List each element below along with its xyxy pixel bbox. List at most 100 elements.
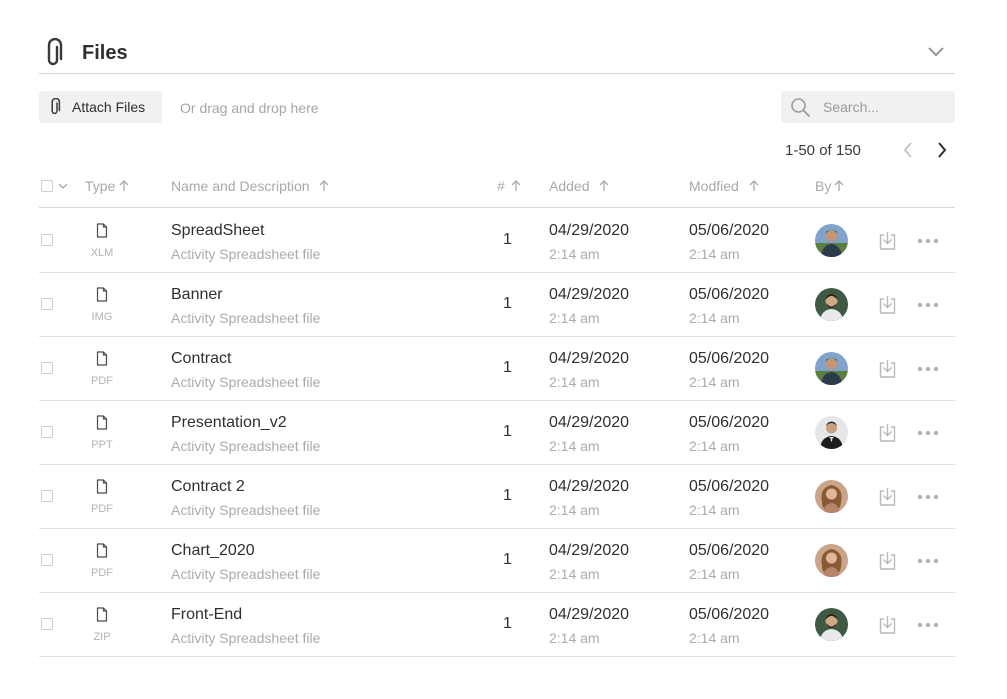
table-row[interactable]: ZIP Front-End Activity Spreadsheet file … (39, 593, 955, 657)
added-date: 04/29/2020 (549, 286, 630, 303)
avatar[interactable] (815, 352, 848, 385)
avatar[interactable] (815, 288, 848, 321)
sort-arrow-up-icon (319, 180, 328, 191)
file-count: 1 (503, 551, 512, 568)
more-horizontal-icon[interactable] (917, 365, 939, 373)
file-count: 1 (503, 295, 512, 312)
sort-arrow-up-icon (834, 180, 844, 191)
more-horizontal-icon[interactable] (917, 493, 939, 501)
file-description: Activity Spreadsheet file (171, 310, 321, 326)
row-checkbox[interactable] (41, 618, 53, 630)
file-name[interactable]: Banner (171, 286, 223, 303)
modified-date: 05/06/2020 (689, 286, 770, 303)
file-description: Activity Spreadsheet file (171, 246, 321, 262)
row-checkbox[interactable] (41, 234, 53, 246)
chevron-left-icon[interactable] (902, 141, 914, 159)
file-icon (96, 287, 108, 302)
more-horizontal-icon[interactable] (917, 621, 939, 629)
download-icon[interactable] (878, 359, 897, 379)
table-row[interactable]: IMG Banner Activity Spreadsheet file 1 0… (39, 273, 955, 337)
added-date: 04/29/2020 (549, 222, 630, 239)
added-time: 2:14 am (549, 310, 600, 326)
table-header: Type Name and Description # Added Modfie… (39, 174, 955, 208)
avatar[interactable] (815, 224, 848, 257)
row-checkbox[interactable] (41, 554, 53, 566)
row-checkbox[interactable] (41, 426, 53, 438)
modified-time: 2:14 am (689, 566, 740, 582)
modified-time: 2:14 am (689, 630, 740, 646)
column-type[interactable]: Type (85, 178, 129, 194)
modified-time: 2:14 am (689, 438, 740, 454)
file-count: 1 (503, 423, 512, 440)
column-by[interactable]: By (815, 178, 844, 194)
added-time: 2:14 am (549, 246, 600, 262)
drag-drop-hint: Or drag and drop here (180, 100, 319, 116)
table-row[interactable]: PDF Contract 2 Activity Spreadsheet file… (39, 465, 955, 529)
table-row[interactable]: PPT Presentation_v2 Activity Spreadsheet… (39, 401, 955, 465)
avatar[interactable] (815, 480, 848, 513)
more-horizontal-icon[interactable] (917, 557, 939, 565)
file-name[interactable]: Contract 2 (171, 478, 245, 495)
column-type-label: Type (85, 178, 116, 194)
row-checkbox[interactable] (41, 298, 53, 310)
file-name[interactable]: Presentation_v2 (171, 414, 287, 431)
added-time: 2:14 am (549, 502, 600, 518)
file-description: Activity Spreadsheet file (171, 374, 321, 390)
download-icon[interactable] (878, 551, 897, 571)
modified-date: 05/06/2020 (689, 414, 770, 431)
search-input[interactable] (823, 98, 947, 116)
avatar[interactable] (815, 608, 848, 641)
row-checkbox[interactable] (41, 362, 53, 374)
toolbar: Attach Files Or drag and drop here (39, 91, 955, 123)
more-horizontal-icon[interactable] (917, 429, 939, 437)
added-date: 04/29/2020 (549, 414, 630, 431)
table-row[interactable]: PDF Contract Activity Spreadsheet file 1… (39, 337, 955, 401)
attach-files-button[interactable]: Attach Files (39, 91, 162, 123)
added-date: 04/29/2020 (549, 542, 630, 559)
file-name[interactable]: Front-End (171, 606, 243, 623)
file-type: IMG (91, 311, 113, 323)
chevron-right-icon[interactable] (936, 141, 948, 159)
select-all-checkbox[interactable] (41, 180, 53, 192)
modified-date: 05/06/2020 (689, 606, 770, 623)
column-count[interactable]: # (497, 178, 521, 194)
file-description: Activity Spreadsheet file (171, 438, 321, 454)
avatar[interactable] (815, 544, 848, 577)
avatar[interactable] (815, 416, 848, 449)
more-horizontal-icon[interactable] (917, 301, 939, 309)
download-icon[interactable] (878, 615, 897, 635)
column-modified-label: Modfied (689, 178, 739, 194)
chevron-down-icon[interactable] (927, 44, 945, 58)
column-added[interactable]: Added (549, 178, 609, 194)
modified-time: 2:14 am (689, 246, 740, 262)
search-box[interactable] (781, 91, 955, 123)
column-modified[interactable]: Modfied (689, 178, 759, 194)
sort-arrow-up-icon (600, 180, 609, 191)
pagination-range: 1-50 of 150 (785, 142, 861, 159)
file-name[interactable]: SpreadSheet (171, 222, 265, 239)
modified-date: 05/06/2020 (689, 542, 770, 559)
more-horizontal-icon[interactable] (917, 237, 939, 245)
file-name[interactable]: Contract (171, 350, 232, 367)
table-row[interactable]: PDF Chart_2020 Activity Spreadsheet file… (39, 529, 955, 593)
modified-time: 2:14 am (689, 374, 740, 390)
added-time: 2:14 am (549, 566, 600, 582)
table-row[interactable]: XLM SpreadSheet Activity Spreadsheet fil… (39, 209, 955, 273)
file-name[interactable]: Chart_2020 (171, 542, 255, 559)
modified-date: 05/06/2020 (689, 222, 770, 239)
modified-date: 05/06/2020 (689, 350, 770, 367)
file-icon (96, 479, 108, 494)
download-icon[interactable] (878, 423, 897, 443)
chevron-down-icon[interactable] (58, 182, 68, 190)
file-count: 1 (503, 487, 512, 504)
file-type: ZIP (93, 631, 111, 643)
download-icon[interactable] (878, 231, 897, 251)
download-icon[interactable] (878, 487, 897, 507)
file-count: 1 (503, 231, 512, 248)
row-checkbox[interactable] (41, 490, 53, 502)
download-icon[interactable] (878, 295, 897, 315)
column-name[interactable]: Name and Description (171, 178, 329, 194)
search-icon (791, 98, 810, 117)
files-header: Files (39, 30, 955, 74)
sort-arrow-up-icon (511, 180, 521, 191)
